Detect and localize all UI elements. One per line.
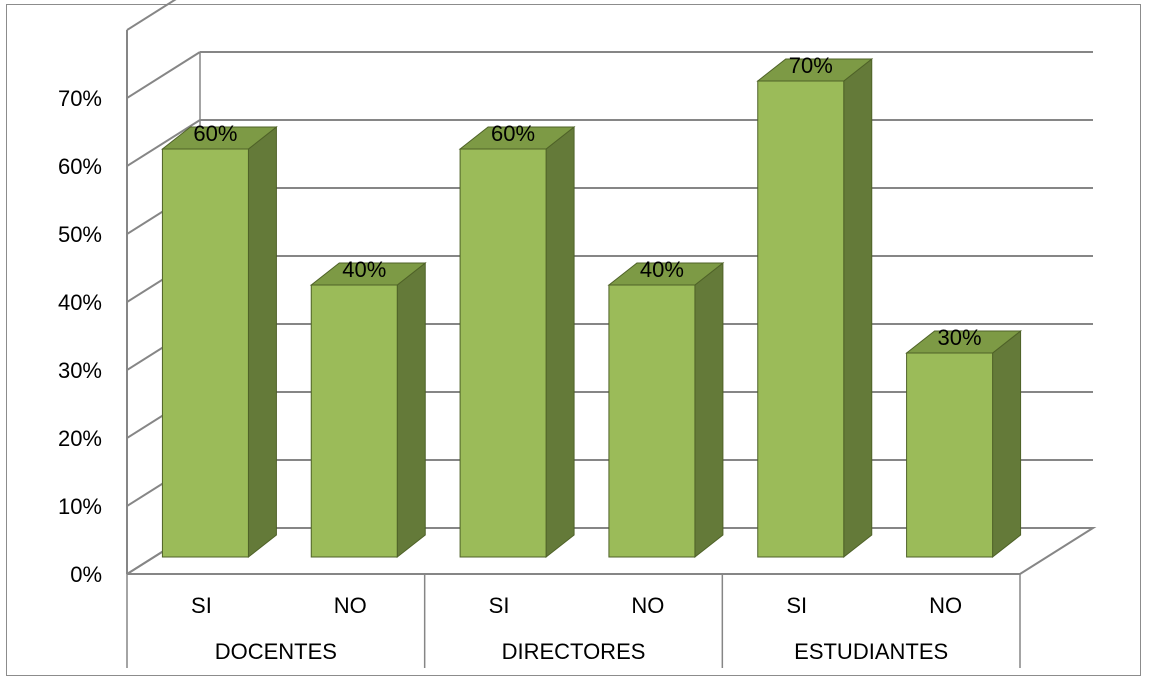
bar-si xyxy=(757,80,845,558)
group-label: ESTUDIANTES xyxy=(794,639,948,664)
gridline-side xyxy=(126,51,201,99)
bar-si xyxy=(161,148,249,558)
bar-no xyxy=(608,284,696,558)
data-label: 40% xyxy=(640,257,684,282)
category-label: NO xyxy=(929,593,962,618)
y-tick-label: 60% xyxy=(58,154,102,179)
group-label: DIRECTORES xyxy=(502,639,646,664)
bars xyxy=(160,57,1023,559)
category-label: NO xyxy=(631,593,664,618)
bar-no xyxy=(906,352,994,558)
bar-side xyxy=(992,329,1022,559)
bar-side xyxy=(247,125,277,559)
data-labels: 60% 40% 60% 40% 70% 30% xyxy=(193,53,981,350)
x-axis: SI NO SI NO SI NO DOCENTES DIRECTORES ESTUDIANTE… xyxy=(126,574,1021,668)
category-label: NO xyxy=(334,593,367,618)
bar-side xyxy=(396,261,426,559)
y-tick-label: 0% xyxy=(70,562,102,587)
data-label: 60% xyxy=(491,121,535,146)
gridline-side xyxy=(126,119,201,167)
y-tick-label: 30% xyxy=(58,358,102,383)
bar-side xyxy=(545,125,575,559)
group-label: DOCENTES xyxy=(215,639,337,664)
gridline-side xyxy=(126,0,177,31)
bar-side xyxy=(843,57,873,559)
data-label: 30% xyxy=(938,325,982,350)
y-tick-label: 10% xyxy=(58,494,102,519)
category-label: SI xyxy=(786,593,807,618)
bar-side xyxy=(694,261,724,559)
y-axis-ticks: 0% 10% 20% 30% 40% 50% 60% 70% xyxy=(58,86,102,587)
bar-si xyxy=(459,148,547,558)
category-label: SI xyxy=(489,593,510,618)
y-tick-label: 50% xyxy=(58,222,102,247)
data-label: 70% xyxy=(789,53,833,78)
y-tick-label: 70% xyxy=(58,86,102,111)
y-tick-label: 20% xyxy=(58,426,102,451)
category-label: SI xyxy=(191,593,212,618)
data-label: 40% xyxy=(342,257,386,282)
data-label: 60% xyxy=(193,121,237,146)
y-tick-label: 40% xyxy=(58,290,102,315)
bar-no xyxy=(310,284,398,558)
